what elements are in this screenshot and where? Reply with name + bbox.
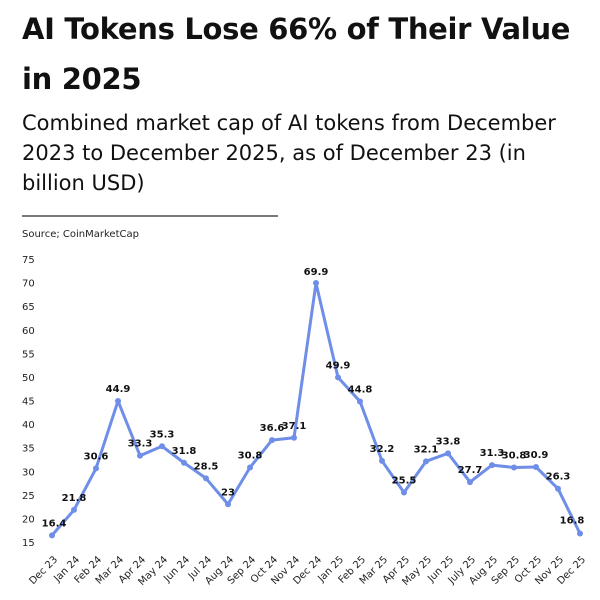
y-tick-label: 50 [22,373,35,384]
data-label: 32.2 [370,444,395,455]
data-label: 44.9 [106,384,131,395]
y-tick-label: 45 [22,397,35,408]
data-label: 28.5 [194,461,219,472]
y-tick-label: 60 [22,326,35,337]
source-note: Source; CoinMarketCap [22,229,139,240]
data-label: 30.8 [502,450,527,461]
data-label: 44.8 [348,384,373,395]
data-label: 27.7 [458,465,483,476]
data-label: 33.3 [128,439,153,450]
header-divider [22,215,278,217]
data-label: 49.9 [326,360,351,371]
data-point [467,479,473,486]
y-tick-label: 55 [22,349,35,360]
data-label: 26.3 [546,472,571,483]
data-point [203,475,209,482]
x-tick-label: Dec 23 [27,554,60,587]
data-label: 16.8 [560,516,585,527]
data-point [489,462,495,469]
data-point [577,530,583,537]
y-tick-label: 65 [22,302,35,313]
data-label: 16.4 [42,518,67,529]
series-line [50,281,582,537]
data-point [401,489,407,496]
data-point [335,374,341,381]
data-label: 36.6 [260,423,285,434]
data-point [71,506,77,513]
data-label: 30.6 [84,451,109,462]
data-label: 33.8 [436,436,461,447]
y-tick-label: 20 [22,514,35,525]
data-label: 25.5 [392,475,417,486]
y-tick-label: 35 [22,444,35,455]
y-tick-label: 70 [22,279,35,290]
data-label: 31.8 [172,446,197,457]
data-point [159,443,165,450]
data-point [533,464,539,471]
data-point [313,280,319,287]
data-label: 30.9 [524,450,549,461]
data-point [291,434,297,441]
data-point [115,397,121,404]
data-point [269,437,275,444]
data-label: 31.3 [480,448,505,459]
data-point [137,452,143,459]
data-label: 23 [221,487,235,498]
data-label: 35.3 [150,429,175,440]
data-point [181,459,187,466]
data-point [357,398,363,405]
data-label: 37.1 [282,421,307,432]
chart-title: AI Tokens Lose 66% of Their Value in 202… [22,12,571,96]
data-point [555,485,561,492]
data-point [93,465,99,472]
y-tick-label: 25 [22,491,35,502]
chart-subtitle: Combined market cap of AI tokens from De… [22,111,556,195]
y-tick-label: 40 [22,420,35,431]
data-point [225,501,231,508]
data-label: 32.1 [414,444,439,455]
data-point [247,464,253,471]
data-point [379,457,385,464]
data-point [49,532,55,539]
data-point [511,464,517,471]
data-point [445,450,451,457]
y-tick-label: 15 [22,538,35,549]
data-label: 21.8 [62,493,87,504]
data-label: 30.8 [238,450,263,461]
data-point [423,458,429,465]
y-tick-label: 75 [22,255,35,266]
data-label: 69.9 [304,267,329,278]
y-tick-label: 30 [22,467,35,478]
